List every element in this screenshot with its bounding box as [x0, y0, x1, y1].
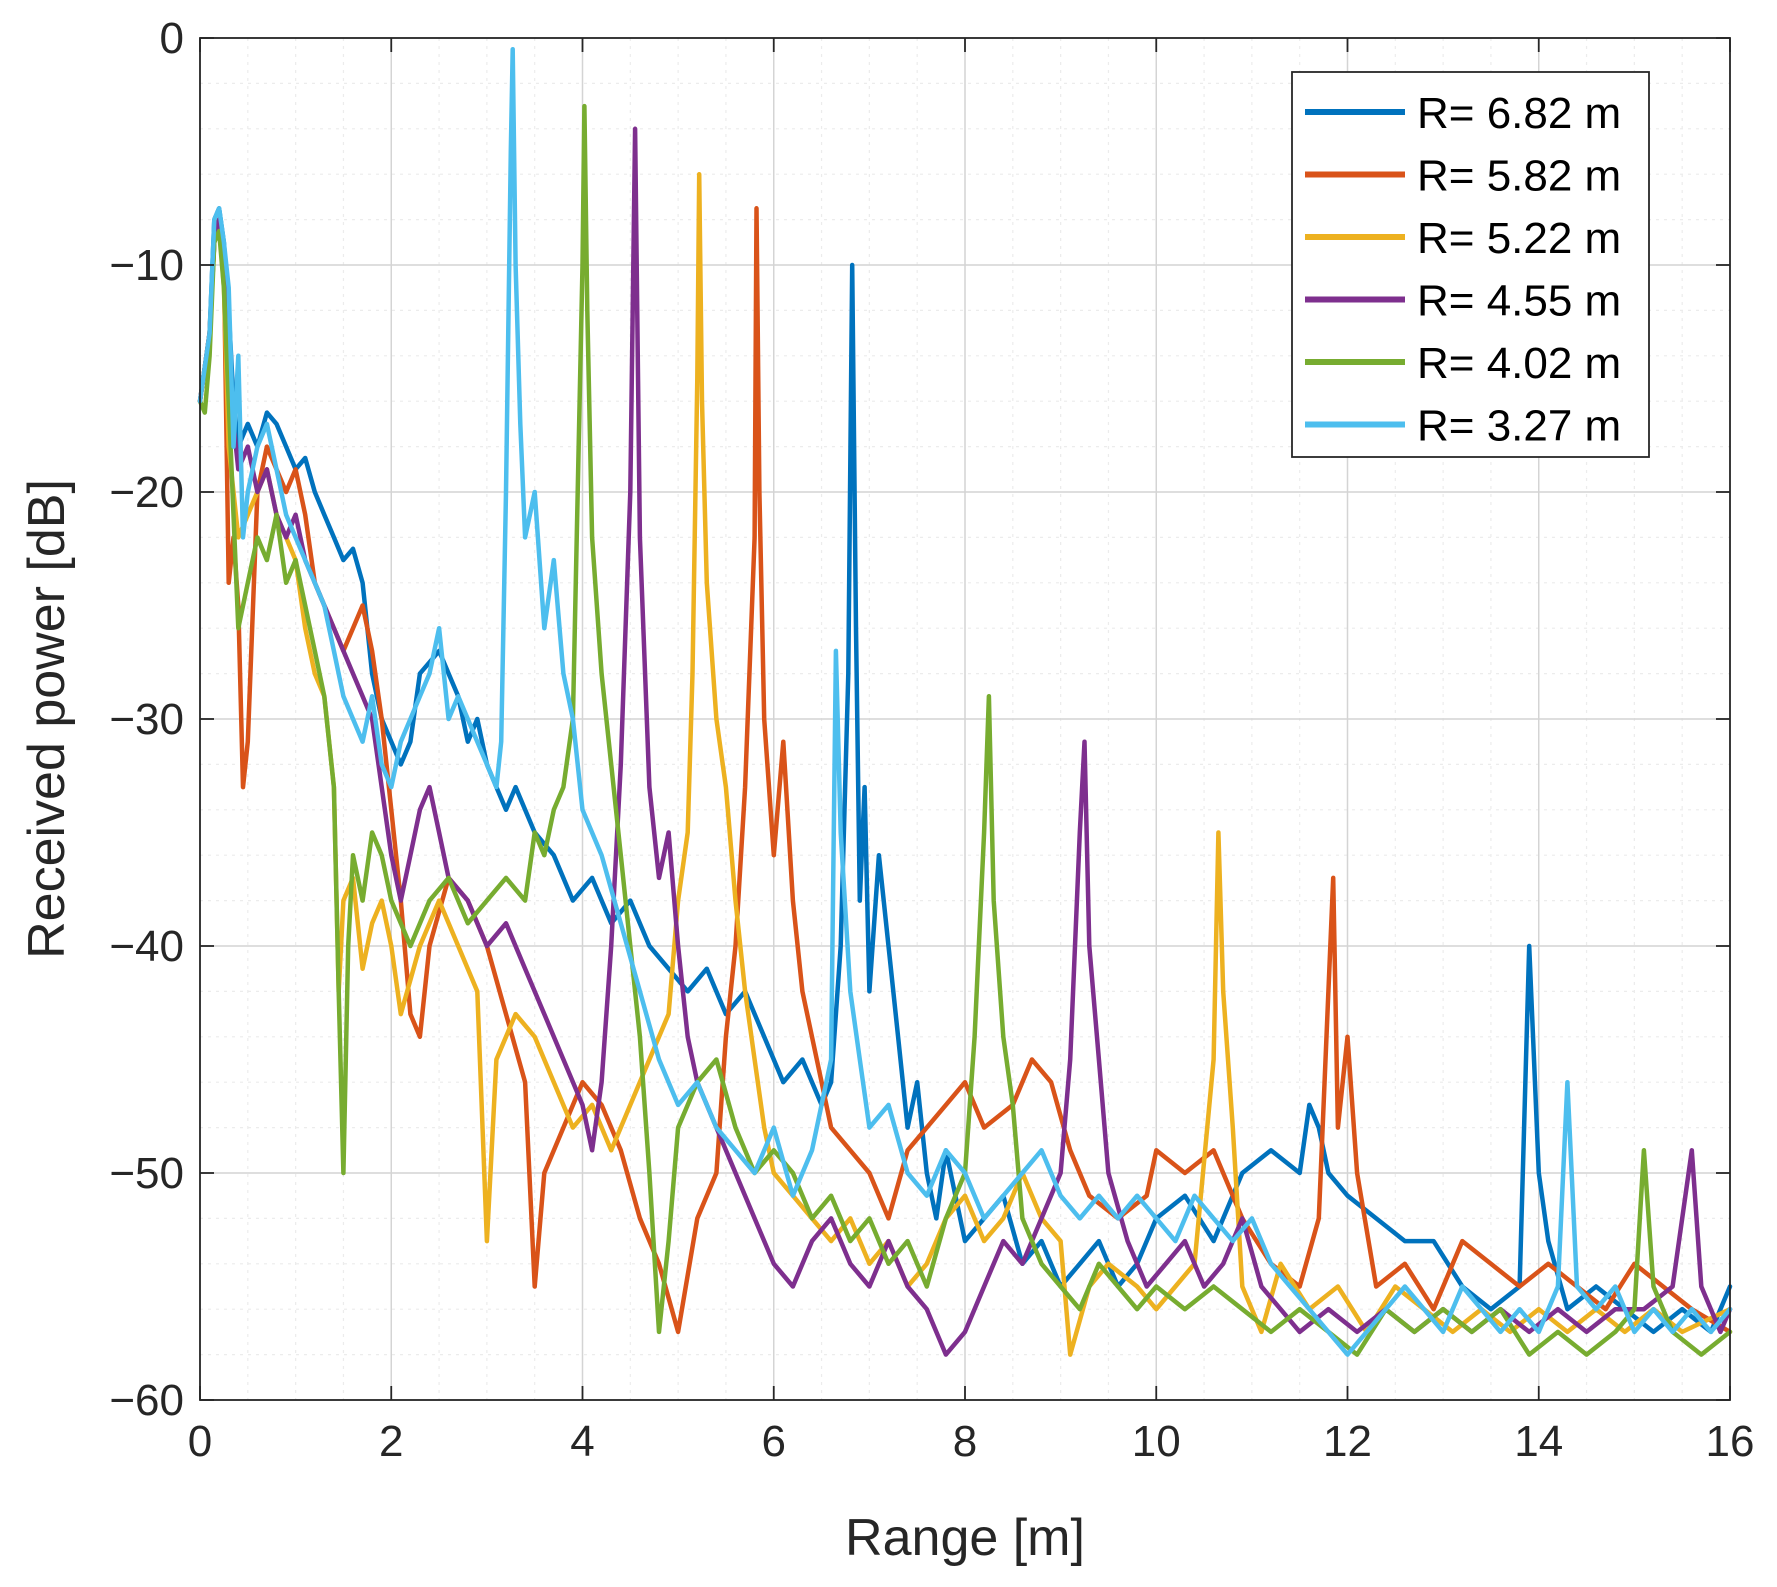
series-line-4	[197, 126, 1733, 1357]
x-tick-label: 4	[570, 1417, 594, 1466]
axis-ticks	[199, 37, 1731, 1401]
y-tick-label: −60	[109, 1376, 184, 1425]
x-tick-label: 12	[1323, 1417, 1372, 1466]
series-lines	[197, 47, 1733, 1357]
y-tick-label: −30	[109, 695, 184, 744]
legend-entry-label: R= 4.02 m	[1417, 339, 1621, 388]
y-tick-label: 0	[160, 14, 184, 63]
x-tick-label: 0	[188, 1417, 212, 1466]
x-tick-label: 16	[1706, 1417, 1755, 1466]
legend-entry-label: R= 5.22 m	[1417, 214, 1621, 263]
y-tick-labels: 0 −10 −20 −30 −40 −50 −60	[109, 14, 184, 1425]
series-line-5	[197, 103, 1733, 1357]
legend-entry-label: R= 5.82 m	[1417, 152, 1621, 201]
legend: R= 6.82 m R= 5.82 m R= 5.22 m R= 4.55 m R= 4…	[1291, 71, 1650, 458]
x-tick-label: 8	[953, 1417, 977, 1466]
x-tick-labels: 0 2 4 6 8 10 12 14 16	[188, 1417, 1755, 1466]
y-tick-label: −40	[109, 922, 184, 971]
x-tick-label: 14	[1514, 1417, 1563, 1466]
x-tick-label: 6	[762, 1417, 786, 1466]
series-line-6	[197, 47, 1733, 1357]
x-tick-label: 2	[379, 1417, 403, 1466]
legend-entry-label: R= 6.82 m	[1417, 89, 1621, 138]
y-tick-label: −50	[109, 1149, 184, 1198]
legend-entry-label: R= 4.55 m	[1417, 277, 1621, 326]
x-tick-label: 10	[1132, 1417, 1181, 1466]
legend-entry-label: R= 3.27 m	[1417, 402, 1621, 451]
x-axis-label: Range [m]	[845, 1509, 1085, 1567]
y-axis-label: Received power [dB]	[18, 479, 76, 959]
legend-box	[1291, 71, 1650, 458]
y-tick-label: −20	[109, 468, 184, 517]
y-tick-label: −10	[109, 241, 184, 290]
